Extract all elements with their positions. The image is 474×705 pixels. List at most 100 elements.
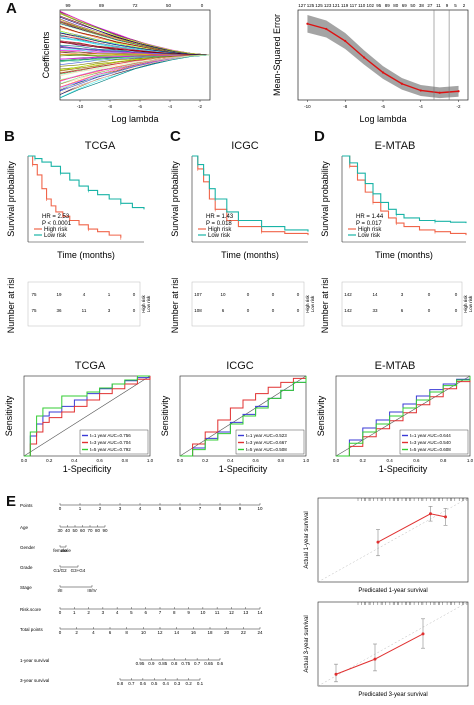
a2-top-tick: 80	[393, 3, 399, 8]
coefficient-path	[59, 54, 211, 99]
km-curve-low-risk	[28, 155, 145, 210]
risk-strata-label: High risk	[305, 295, 310, 313]
panel-label-a: A	[6, 0, 17, 17]
risk-score-tick: 10	[200, 610, 206, 615]
a2-top-tick: 123	[324, 3, 332, 8]
a1-top-tick: 72	[132, 3, 138, 8]
risk-table-label: Number at risk	[320, 278, 330, 333]
risk-score-tick: 2	[87, 610, 90, 615]
risk-score-tick: 8	[173, 610, 176, 615]
risk-table-tcga: 75 19 4 1 0 75 36 11 3 0 Number at risk High risk Lo…	[6, 278, 151, 333]
km-ylabel: Survival probability	[6, 161, 16, 237]
legend-label: Low risk	[44, 233, 67, 239]
a1-x-tick: -10	[77, 104, 84, 109]
risk-strata-label: High risk	[141, 295, 146, 313]
a1-top-tick: 0	[201, 3, 204, 8]
mse-point	[381, 71, 385, 74]
roc-x-tick: 0.8	[122, 458, 129, 463]
risk-count: 0	[272, 308, 275, 313]
risk-count: 4	[83, 292, 86, 297]
risk-count: 19	[56, 292, 62, 297]
risk-score-tick: 0	[59, 610, 62, 615]
roc-tcga-title: TCGA	[74, 360, 106, 372]
legend-label: High risk	[358, 227, 382, 233]
risk-count: 0	[455, 292, 458, 297]
a2-xlabel: Log lambda	[359, 114, 406, 124]
a1-x-tick: -8	[108, 104, 112, 109]
total-points-tick: 6	[109, 630, 112, 635]
km-hr: HR = 1.43	[206, 214, 234, 220]
a2-x-tick: -10	[304, 104, 311, 109]
roc-x-tick: 1.0	[147, 458, 154, 463]
calibration-ylabel: Actual 3-year survival	[304, 615, 310, 672]
coefficient-path	[59, 54, 211, 60]
roc-legend-label: t=5 year AUC=0.792	[90, 447, 131, 452]
age-tick: 50	[72, 528, 78, 533]
risk-table-label: Number at risk	[170, 278, 180, 333]
km-xlabel: Time (months)	[375, 250, 433, 260]
coefficient-path	[59, 30, 211, 56]
a2-top-tick: 117	[350, 3, 358, 8]
calibration-point	[376, 540, 380, 544]
roc-x-tick: 0.2	[46, 458, 53, 463]
total-points-tick: 16	[191, 630, 197, 635]
risk-score-tick: 1	[73, 610, 76, 615]
roc-x-tick: 0.4	[386, 458, 393, 463]
roc-ylabel: Sensitivity	[4, 395, 14, 436]
risk-count: 0	[247, 292, 250, 297]
km-xlabel: Time (months)	[221, 250, 279, 260]
roc-xlabel: 1-Specificity	[63, 464, 112, 474]
roc-xlabel: 1-Specificity	[379, 464, 428, 474]
roc-xlabel: 1-Specificity	[219, 464, 268, 474]
km-tcga-title: TCGA	[84, 140, 116, 152]
ideal-line	[317, 601, 469, 687]
risk-score-tick: 12	[229, 610, 235, 615]
points-tick: 6	[179, 506, 182, 511]
coefficient-path	[59, 54, 211, 84]
roc-x-tick: 0.2	[202, 458, 209, 463]
a2-top-tick: 9	[446, 3, 449, 8]
risk-count: 0	[428, 308, 431, 313]
coefficient-path	[59, 46, 211, 56]
total-points-tick: 2	[75, 630, 78, 635]
calibration-3year-chart: Predicated 3-year survival Actual 3-year …	[304, 601, 469, 698]
roc-x-tick: 0.0	[333, 458, 340, 463]
calibration-1year-chart: Predicated 1-year survival Actual 1-year …	[304, 497, 469, 594]
a2-x-tick: -8	[343, 104, 347, 109]
mse-chart: 127 125 125 123 121 119 117 110 102 95 89 80 69 50 38 2…	[272, 3, 469, 124]
risk-count: 6	[401, 308, 404, 313]
roc-curve	[180, 376, 307, 457]
roc-x-tick: 1.0	[303, 458, 310, 463]
age-tick: 70	[87, 528, 93, 533]
risk-count: 11	[82, 308, 87, 313]
calibration-line	[377, 513, 446, 543]
a2-top-tick: 121	[332, 3, 340, 8]
panel-label-e: E	[6, 493, 17, 510]
surv1-tick: 0.7	[194, 661, 201, 666]
points-tick: 5	[159, 506, 162, 511]
legend-label: Low risk	[208, 233, 231, 239]
km-p: P < 0.0001	[42, 221, 72, 227]
surv3-tick: 0.1	[197, 681, 204, 686]
km-icgc-title: ICGC	[231, 140, 259, 152]
roc-curve	[24, 375, 150, 457]
a2-top-tick: 119	[341, 3, 349, 8]
total-points-tick: 22	[241, 630, 247, 635]
km-curve-low-risk	[192, 155, 309, 232]
mse-point	[438, 91, 441, 94]
points-tick: 9	[239, 506, 242, 511]
roc-x-tick: 0.2	[360, 458, 367, 463]
mse-point	[363, 56, 366, 59]
calibration-point	[429, 512, 432, 516]
risk-count: 142	[344, 292, 352, 297]
risk-count: 0	[133, 308, 136, 313]
nomogram-row-label: Grade	[20, 565, 33, 570]
roc-x-tick: 0.4	[227, 458, 234, 463]
a1-top-tick: 50	[166, 3, 172, 8]
age-tick: 60	[80, 528, 86, 533]
coefficient-path	[59, 54, 211, 67]
stage-tick: III/IV	[87, 588, 96, 593]
roc-x-tick: 1.0	[467, 458, 474, 463]
panel-label-b: B	[4, 128, 15, 145]
